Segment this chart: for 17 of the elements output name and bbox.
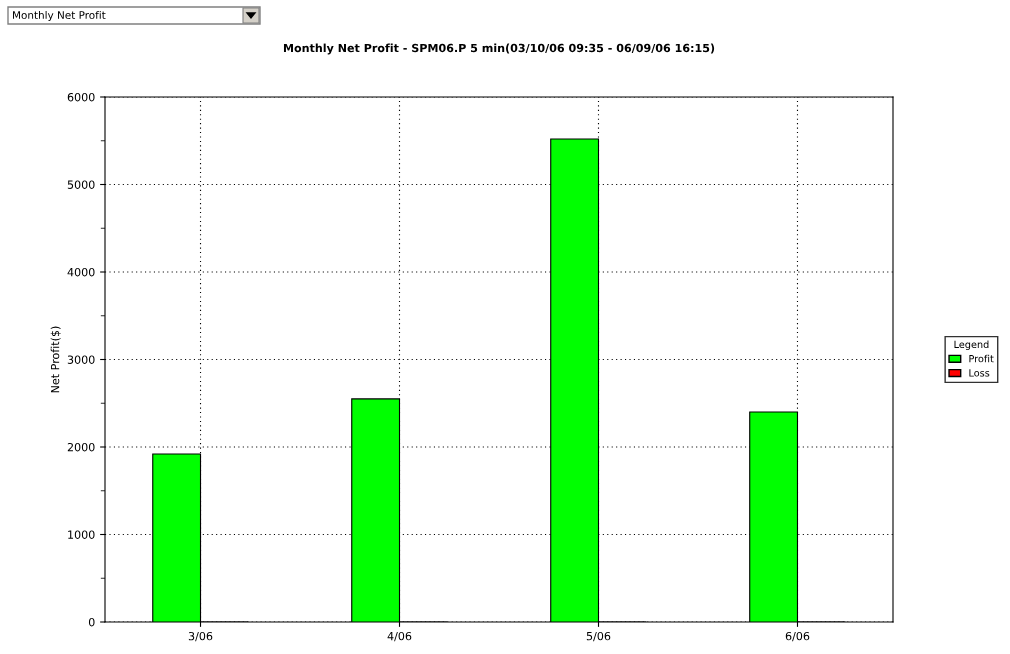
y-tick-label: 3000 (67, 355, 95, 364)
text: Monthly Net Profit (13, 10, 106, 22)
y-tick-label: 2000 (67, 442, 95, 452)
x-tick-label: 6/06 (785, 631, 810, 642)
legend-label: Profit (969, 354, 994, 363)
y-tick-label: 1000 (68, 530, 95, 539)
y-axis-title: Net Profit($) (50, 326, 61, 393)
y-tick-label: 6000 (67, 92, 95, 102)
x-tick-label: 4/06 (387, 631, 412, 642)
legend-title: Legend (954, 340, 989, 350)
legend-label: Loss (969, 369, 990, 377)
chart-title: Monthly Net Profit - SPM06.P 5 min(03/10/06 09:35 - 06/09/06 16:15) (283, 43, 715, 55)
y-tick-label: 0 (88, 617, 95, 627)
x-tick-label: 3/06 (188, 631, 213, 642)
x-tick-label: 5/06 (586, 631, 611, 642)
y-tick-label: 5000 (67, 180, 95, 189)
y-tick-label: 4000 (67, 267, 95, 277)
